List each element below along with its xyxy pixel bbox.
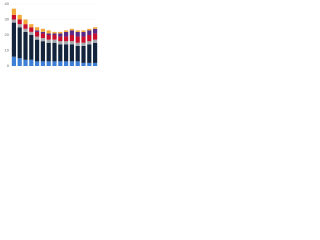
bar-segment <box>52 39 57 43</box>
bar-segment <box>35 30 40 32</box>
bar-segment <box>81 30 86 32</box>
y-tick-label: 30 <box>5 17 10 22</box>
bar-segment <box>81 45 86 63</box>
bar-segment <box>23 24 28 29</box>
bar-segment <box>23 28 28 32</box>
bar-segment <box>64 61 69 66</box>
bar-segment <box>81 62 86 66</box>
bar-segment <box>11 8 16 15</box>
bar-segment <box>69 30 74 35</box>
bar-segment <box>40 41 45 62</box>
bar-segment <box>81 31 86 37</box>
bar-segment <box>17 14 22 20</box>
bar-segment <box>35 39 40 62</box>
bar-segment <box>46 42 51 62</box>
bar-segment <box>58 41 63 45</box>
bar-segment <box>69 41 74 45</box>
bar-segment <box>35 31 40 37</box>
y-tick-label: 40 <box>5 1 10 6</box>
bar-segment <box>87 30 92 35</box>
bar-segment <box>52 33 57 35</box>
bar-segment <box>40 31 45 34</box>
bar-segment <box>40 28 45 32</box>
bar-segment <box>87 28 92 31</box>
bar-segment <box>23 19 28 25</box>
bar-segment <box>11 56 16 66</box>
bar-segment <box>52 42 57 62</box>
bar-segment <box>17 19 22 25</box>
bar-segment <box>46 30 51 34</box>
bar-segment <box>75 31 80 37</box>
bar-segment <box>87 35 92 42</box>
bar-segment <box>17 58 22 66</box>
bar-segment <box>93 33 98 40</box>
bar-segment <box>93 27 98 29</box>
chart: 0 10 20 30 40 <box>5 1 98 68</box>
bar-segment <box>58 36 63 42</box>
bar-segment <box>75 61 80 66</box>
bar-segment <box>93 42 98 63</box>
bar-segment <box>52 31 57 34</box>
bar-segment <box>17 27 22 59</box>
bar-segment <box>23 59 28 66</box>
y-tick-label: 0 <box>7 63 10 68</box>
bar-segment <box>58 33 63 37</box>
bar-segment <box>29 35 34 60</box>
bar-segment <box>75 36 80 43</box>
y-tick-label: 20 <box>5 32 10 37</box>
bar-segment <box>46 39 51 43</box>
bar-segment <box>64 36 69 42</box>
bar-segment <box>29 59 34 66</box>
bar-segment <box>11 14 16 20</box>
bar-segment <box>46 33 51 35</box>
bar-segment <box>64 30 69 32</box>
bar-segment <box>64 44 69 62</box>
bar-segment <box>35 61 40 66</box>
bar-segment <box>40 61 45 66</box>
bar-segment <box>23 31 28 60</box>
bar-segment <box>69 61 74 66</box>
bar-segment <box>69 28 74 31</box>
bar-segment <box>52 35 57 40</box>
bar-segment <box>58 61 63 66</box>
bar-segment <box>58 44 63 62</box>
bar-segment <box>11 19 16 23</box>
bar-segment <box>40 38 45 42</box>
bar-segment <box>69 35 74 42</box>
bar-segment <box>58 31 63 34</box>
bar-segment <box>75 42 80 46</box>
bar-segment <box>87 41 92 45</box>
bar-segment <box>75 45 80 62</box>
bar-segment <box>64 41 69 45</box>
bar-segment <box>93 28 98 34</box>
bar-segment <box>64 31 69 37</box>
bar-segment <box>29 27 34 32</box>
bar-segment <box>93 39 98 43</box>
bar-segment <box>17 24 22 28</box>
bar-segment <box>35 27 40 31</box>
bar-segment <box>46 61 51 66</box>
bar-segment <box>46 35 51 40</box>
page: {"chart_data": {"type": "stacked-bar", "… <box>0 0 100 71</box>
bar-segment <box>81 42 86 46</box>
bar-segment <box>87 44 92 63</box>
bar-segment <box>29 31 34 35</box>
bar-segment <box>69 44 74 62</box>
bar-segment <box>35 36 40 40</box>
bar-segment <box>11 22 16 57</box>
bar-segment <box>40 33 45 39</box>
bar-segment <box>29 24 34 28</box>
bar-segment <box>81 36 86 43</box>
y-tick-label: 10 <box>5 48 10 53</box>
bar-segment <box>52 61 57 66</box>
bar-segment <box>87 62 92 66</box>
bar-segment <box>75 30 80 32</box>
bar-segment <box>93 62 98 66</box>
